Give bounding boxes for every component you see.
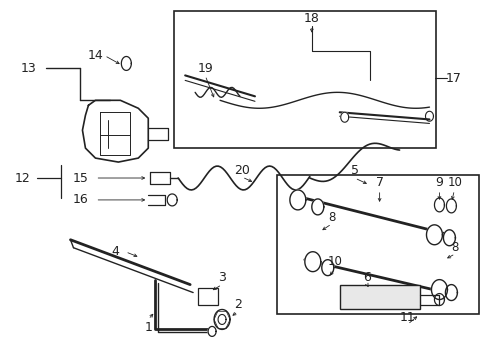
Bar <box>276 175 478 315</box>
Text: 5: 5 <box>350 163 358 176</box>
Text: 2: 2 <box>234 298 242 311</box>
Text: 10: 10 <box>447 176 462 189</box>
Polygon shape <box>445 285 456 301</box>
Polygon shape <box>121 57 131 71</box>
Text: 19: 19 <box>197 62 213 75</box>
Bar <box>174 11 436 148</box>
Text: 3: 3 <box>218 271 225 284</box>
Bar <box>198 288 218 305</box>
Polygon shape <box>208 327 216 336</box>
Text: 14: 14 <box>87 49 103 62</box>
Text: 12: 12 <box>15 171 30 185</box>
Polygon shape <box>443 230 454 246</box>
Text: 17: 17 <box>445 72 460 85</box>
Text: 11: 11 <box>399 311 415 324</box>
Polygon shape <box>340 112 348 122</box>
Polygon shape <box>289 190 305 210</box>
Text: 10: 10 <box>326 255 342 268</box>
Polygon shape <box>214 310 229 329</box>
Polygon shape <box>304 252 320 272</box>
Text: 16: 16 <box>72 193 88 206</box>
Text: 4: 4 <box>111 245 119 258</box>
Polygon shape <box>321 260 333 276</box>
Text: 8: 8 <box>451 241 458 254</box>
Polygon shape <box>311 199 323 215</box>
Text: 13: 13 <box>20 62 37 75</box>
Polygon shape <box>167 194 177 206</box>
Text: 1: 1 <box>144 321 152 334</box>
Polygon shape <box>426 225 442 245</box>
Text: 18: 18 <box>303 12 319 25</box>
Text: 8: 8 <box>327 211 335 224</box>
Text: 15: 15 <box>72 171 88 185</box>
Bar <box>339 285 419 310</box>
Text: 20: 20 <box>234 163 249 176</box>
Text: 6: 6 <box>362 271 370 284</box>
Text: 9: 9 <box>435 176 443 189</box>
Text: 7: 7 <box>375 176 383 189</box>
Polygon shape <box>430 280 447 300</box>
Polygon shape <box>433 198 444 212</box>
Polygon shape <box>446 199 455 213</box>
